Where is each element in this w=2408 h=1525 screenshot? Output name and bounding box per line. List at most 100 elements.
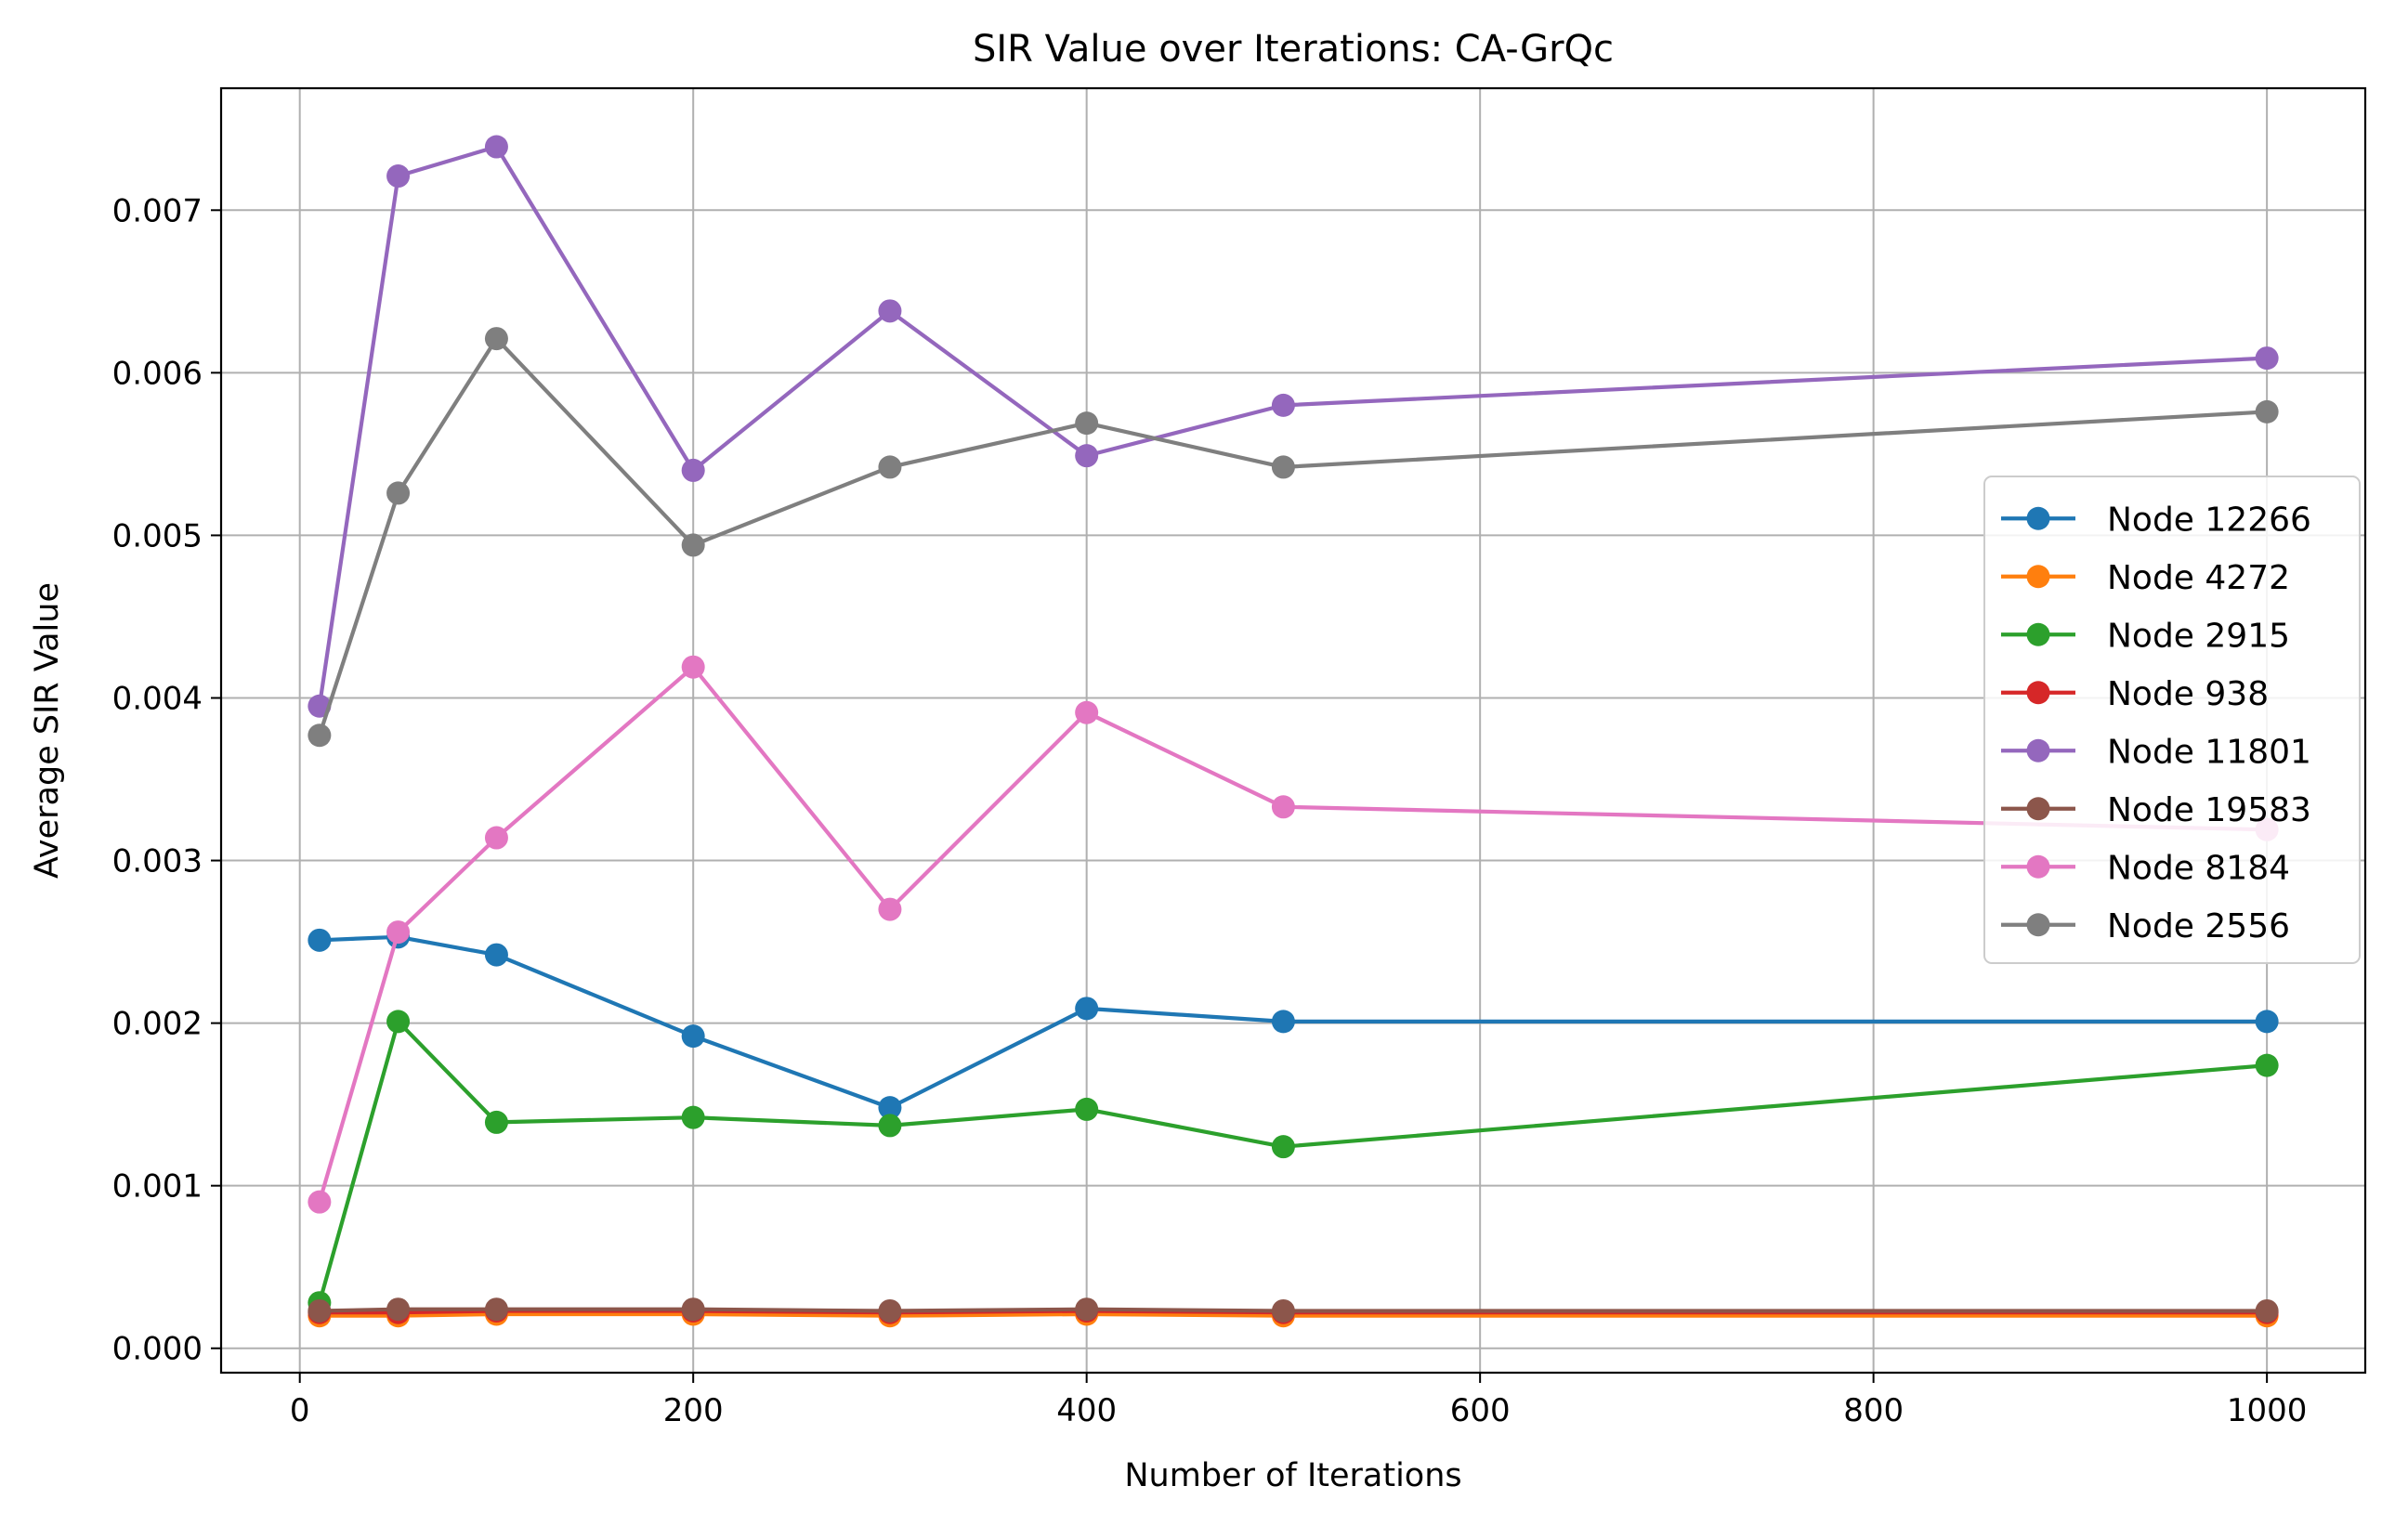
series-line	[317, 1019, 2268, 1304]
series-layer	[308, 135, 2279, 1328]
legend-item: Node 2556	[2001, 907, 2290, 945]
legend-item: Node 2915	[2001, 617, 2290, 655]
x-tick-label: 400	[1056, 1392, 1117, 1429]
legend-item: Node 12266	[2001, 501, 2311, 539]
data-point	[681, 533, 705, 557]
legend-label: Node 938	[2107, 675, 2269, 713]
axis-ticks: 0 200 400 600 800 1000 0.000 0.001 0.002 0.003 0.0…	[112, 192, 2308, 1429]
legend-label: Node 19583	[2107, 791, 2311, 829]
data-point	[484, 943, 508, 967]
legend-marker	[2026, 913, 2050, 937]
data-point	[386, 1297, 411, 1322]
legend-item: Node 11801	[2001, 733, 2311, 771]
data-point	[878, 897, 902, 921]
legend-label: Node 8184	[2107, 849, 2290, 887]
series-line	[317, 336, 2268, 736]
data-point	[386, 481, 411, 505]
data-point	[681, 655, 705, 679]
legend-box	[1983, 476, 2361, 964]
legend-item: Node 8184	[2001, 849, 2290, 887]
data-point	[308, 1298, 332, 1323]
data-point	[484, 826, 508, 850]
data-point	[308, 1190, 332, 1214]
data-point	[484, 327, 508, 351]
y-tick-label: 0.000	[112, 1331, 203, 1368]
legend-marker	[2026, 797, 2050, 821]
legend-marker	[2026, 738, 2050, 762]
data-point	[1075, 444, 1099, 468]
data-point	[1075, 1097, 1099, 1121]
data-point	[1271, 455, 1295, 479]
x-tick-label: 0	[290, 1392, 310, 1429]
y-tick-label: 0.006	[112, 355, 203, 392]
data-point	[681, 1024, 705, 1049]
series-line	[317, 144, 2268, 707]
series-line	[319, 1307, 2268, 1313]
data-point	[2255, 346, 2279, 371]
data-point	[878, 455, 902, 479]
x-tick-label: 1000	[2227, 1392, 2308, 1429]
data-point	[1075, 411, 1099, 436]
legend-label: Node 2915	[2107, 617, 2290, 655]
y-tick-label: 0.002	[112, 1006, 203, 1043]
data-point	[308, 723, 332, 748]
data-point	[2255, 1010, 2279, 1034]
x-axis-label: Number of Iterations	[1124, 1457, 1461, 1494]
data-point	[484, 1297, 508, 1322]
x-tick-label: 800	[1843, 1392, 1904, 1429]
data-point	[2255, 399, 2279, 424]
series-node-19583	[308, 1297, 2279, 1323]
data-point	[878, 1298, 902, 1323]
y-tick-label: 0.007	[112, 192, 203, 229]
plot-frame	[219, 86, 2367, 1375]
legend-item: Node 938	[2001, 675, 2269, 713]
y-tick-label: 0.005	[112, 517, 203, 554]
data-point	[681, 1297, 705, 1322]
data-point	[1075, 1297, 1099, 1322]
data-point	[1075, 700, 1099, 724]
legend-label: Node 2556	[2107, 907, 2290, 945]
data-point	[1271, 1010, 1295, 1034]
x-tick-label: 600	[1450, 1392, 1511, 1429]
legend-item: Node 4272	[2001, 559, 2290, 597]
data-point	[308, 928, 332, 952]
legend-marker	[2026, 565, 2050, 589]
series-line	[319, 934, 2268, 1110]
data-point	[1271, 795, 1295, 819]
series-line	[317, 665, 2268, 1203]
legend-marker	[2026, 854, 2050, 879]
legend-item: Node 19583	[2001, 791, 2311, 829]
series-node-12266	[308, 925, 2279, 1120]
data-point	[681, 1105, 705, 1129]
legend-label: Node 12266	[2107, 501, 2311, 539]
y-axis-label: Average SIR Value	[29, 582, 66, 879]
legend-marker	[2026, 622, 2050, 646]
data-point	[1271, 1298, 1295, 1323]
legend-marker	[2026, 681, 2050, 705]
series-node-2556	[308, 327, 2279, 748]
data-point	[386, 1010, 411, 1034]
data-point	[1075, 997, 1099, 1021]
data-point	[878, 299, 902, 323]
y-tick-label: 0.003	[112, 843, 203, 880]
y-tick-label: 0.001	[112, 1168, 203, 1206]
chart-title: SIR Value over Iterations: CA-GrQc	[973, 28, 1614, 71]
x-tick-label: 200	[663, 1392, 724, 1429]
legend-marker	[2026, 506, 2050, 530]
data-point	[386, 164, 411, 189]
legend-label: Node 4272	[2107, 559, 2290, 597]
data-point	[1271, 1135, 1295, 1159]
data-point	[2255, 1298, 2279, 1323]
data-point	[2255, 1053, 2279, 1077]
legend-label: Node 11801	[2107, 733, 2311, 771]
data-point	[386, 920, 411, 945]
series-line	[319, 1311, 2268, 1318]
legend: Node 12266 Node 4272 Node 2915 Node 938 Node…	[1983, 476, 2361, 964]
data-point	[484, 135, 508, 159]
series-node-8184	[308, 655, 2279, 1214]
data-point	[878, 1114, 902, 1138]
y-tick-label: 0.004	[112, 680, 203, 717]
data-point	[878, 1096, 902, 1120]
